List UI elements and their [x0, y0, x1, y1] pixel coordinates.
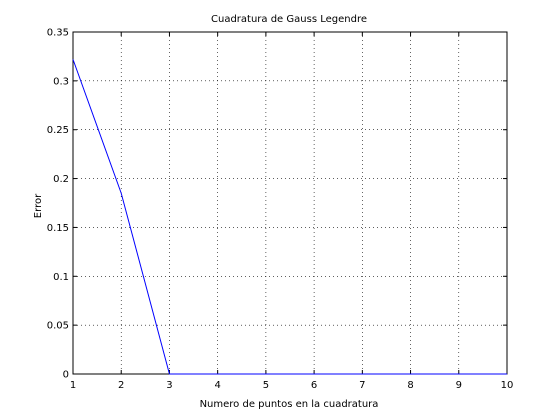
- x-tick-label: 9: [456, 380, 462, 391]
- y-tick-label: 0: [63, 370, 69, 381]
- x-tick-label: 10: [501, 380, 514, 391]
- x-axis-label: Numero de puntos en la cuadratura: [200, 399, 379, 410]
- x-tick-label: 5: [263, 380, 269, 391]
- series-line: [72, 59, 507, 375]
- y-tick-label: 0.3: [53, 76, 69, 87]
- y-axis-label: Error: [33, 193, 44, 218]
- x-tick-label: 3: [166, 380, 172, 391]
- x-tick-label: 2: [118, 380, 124, 391]
- grid: [73, 32, 507, 374]
- x-tick-label: 4: [214, 380, 220, 391]
- y-tick-label: 0.25: [47, 125, 69, 136]
- x-tick-label: 8: [407, 380, 413, 391]
- x-tick-label: 6: [311, 380, 317, 391]
- series-group: [72, 59, 508, 375]
- x-axis: 1 2 3 4 5 6 7 8 9 10: [70, 32, 514, 391]
- y-axis: 0 0.05 0.1 0.15 0.2 0.25 0.3 0.35: [47, 28, 507, 381]
- y-tick-label: 0.35: [47, 28, 69, 39]
- y-tick-label: 0.15: [47, 223, 69, 234]
- y-tick-label: 0.05: [47, 321, 69, 332]
- y-tick-label: 0.1: [53, 272, 69, 283]
- x-tick-label: 1: [70, 380, 76, 391]
- x-tick-label: 7: [359, 380, 365, 391]
- chart-title: Cuadratura de Gauss Legendre: [211, 14, 367, 25]
- y-tick-label: 0.2: [53, 174, 69, 185]
